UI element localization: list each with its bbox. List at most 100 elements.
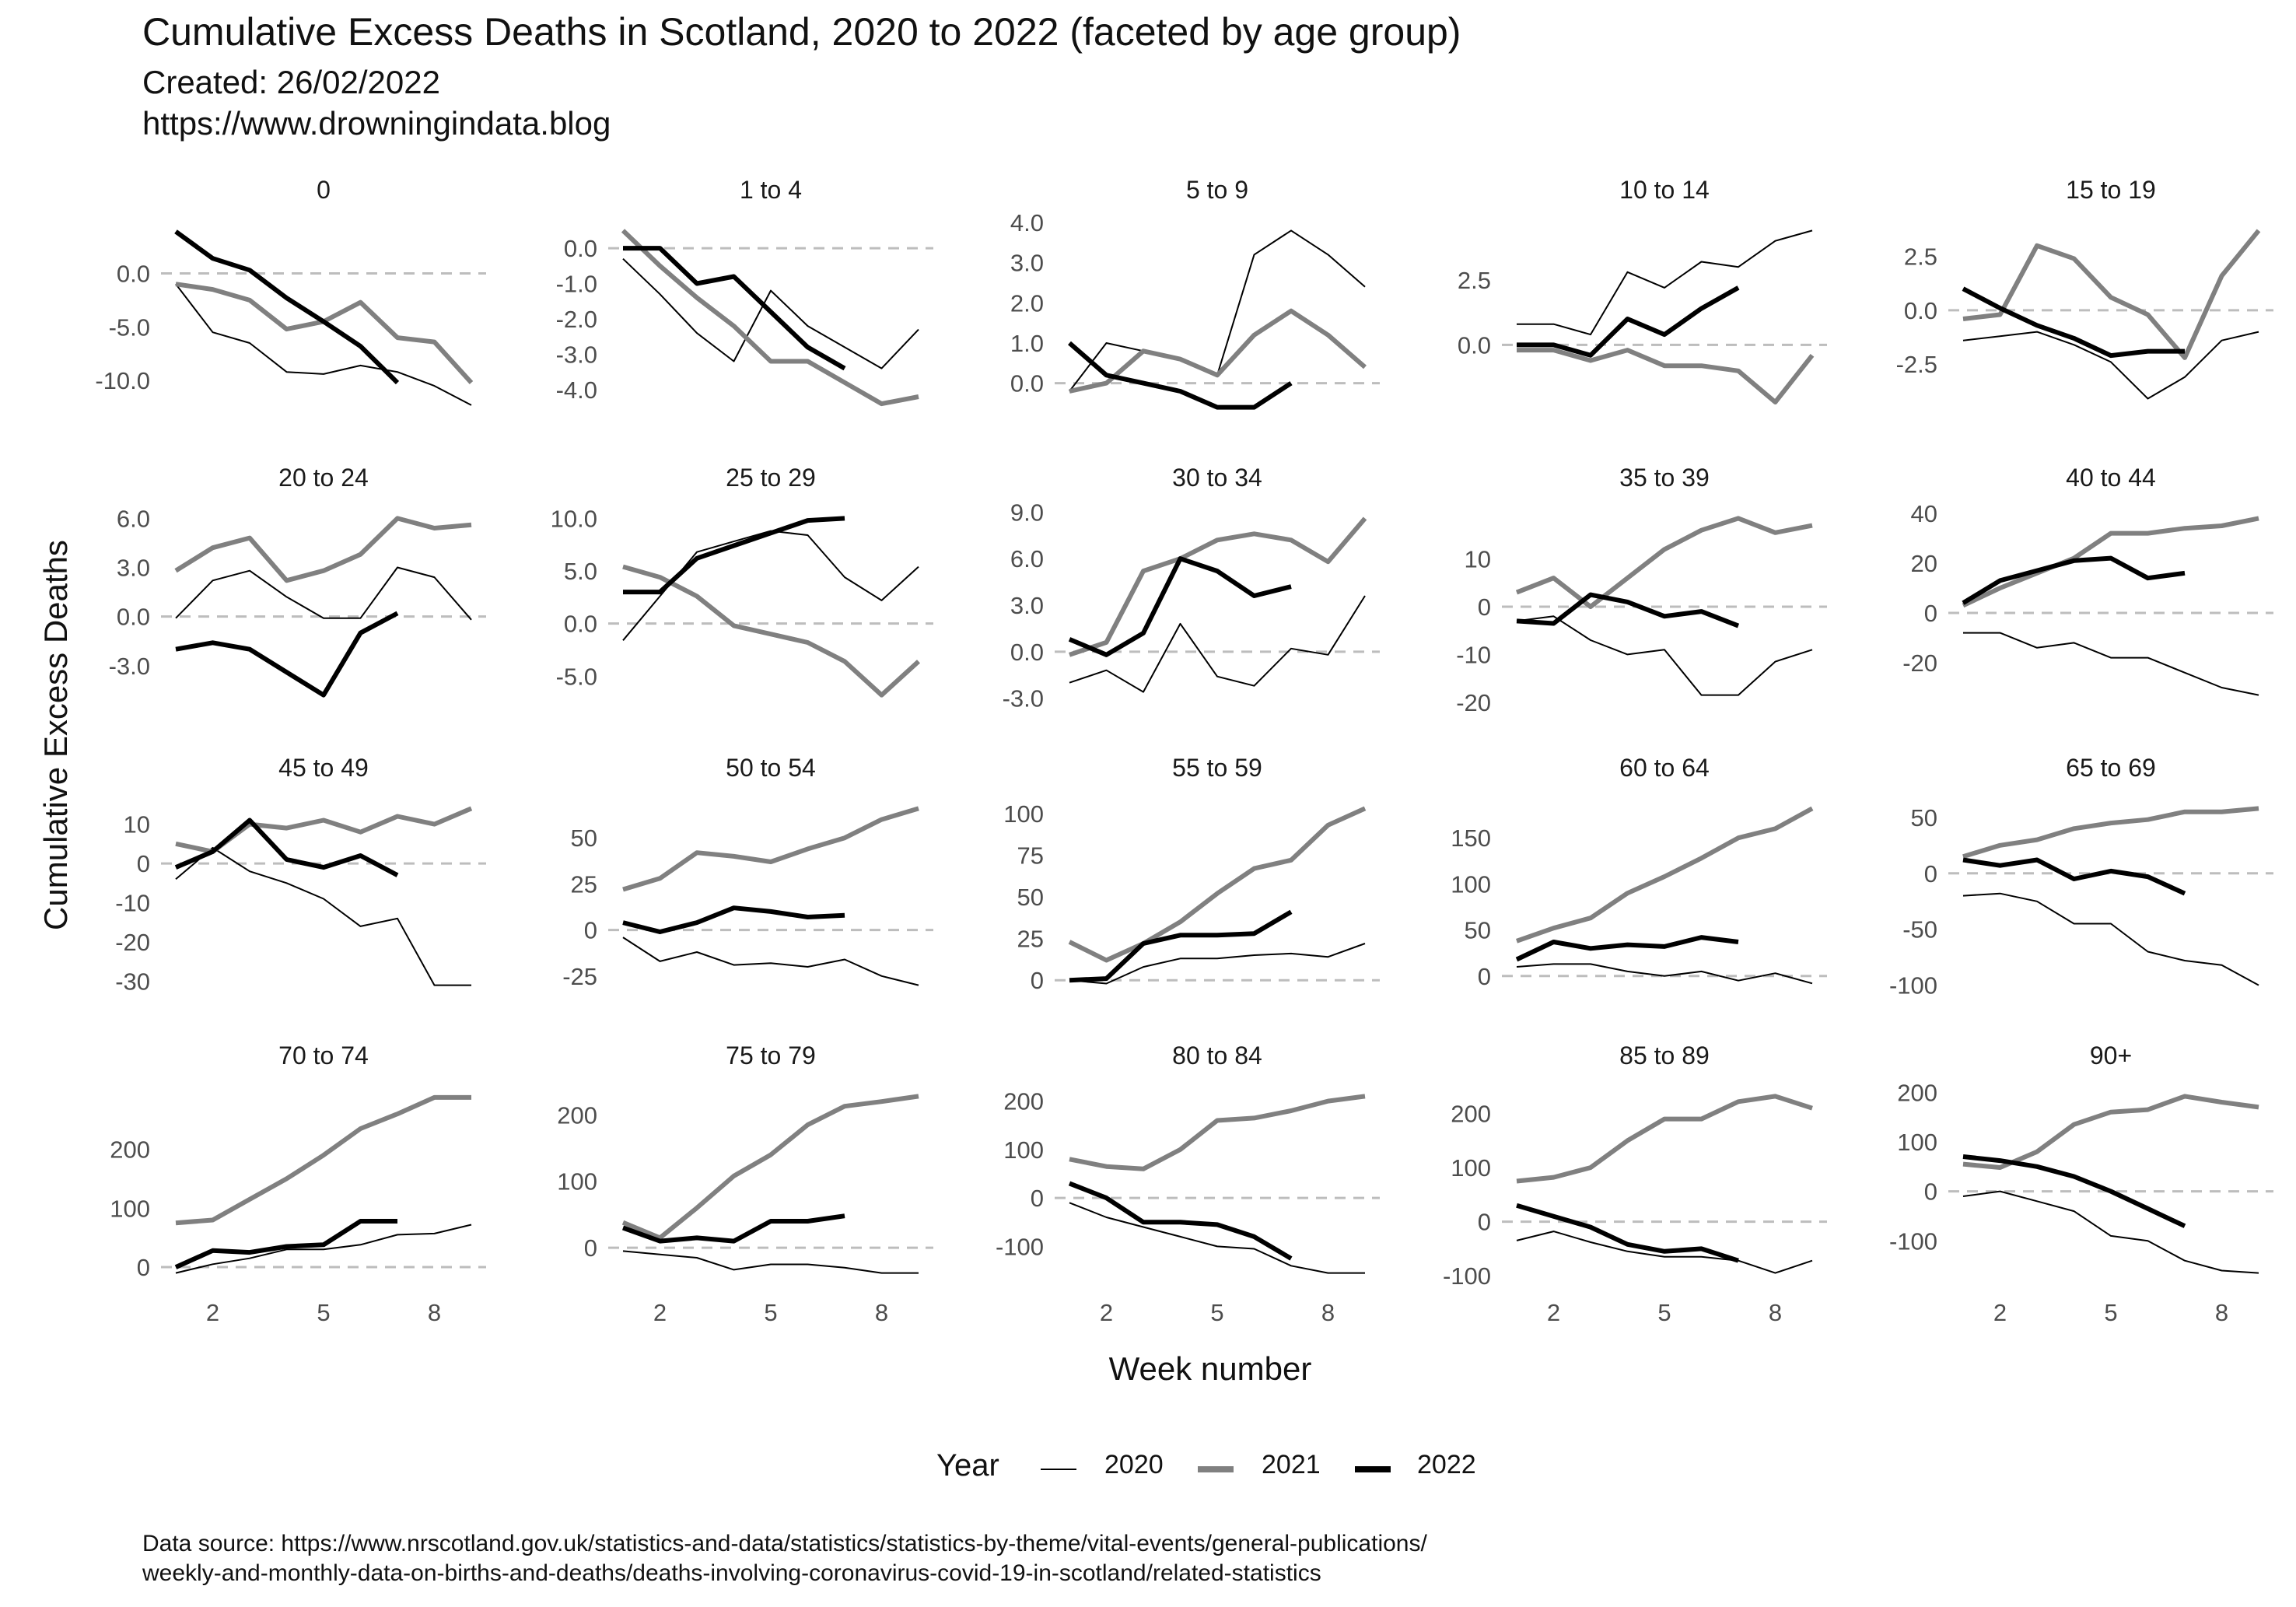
series-line-2022 xyxy=(1516,592,1740,628)
facet-label: 55 to 59 xyxy=(1172,754,1262,782)
y-tick-label: 0 xyxy=(137,1254,150,1281)
legend: Year 2020 2021 2022 xyxy=(0,1448,2296,1495)
facet-panel-12: 55 to 59 100 75 50 25 0 xyxy=(1003,754,1380,994)
facet-panel-0: 0 0.0 -5.0 -10.0 xyxy=(95,176,486,406)
series-line-2022 xyxy=(1069,909,1293,983)
facet-panel-4: 15 to 19 2.5 0.0 -2.5 xyxy=(1896,176,2273,400)
y-tick-label: -3.0 xyxy=(556,341,597,368)
y-tick-label: 0 xyxy=(1031,1185,1044,1212)
series-line-2021 xyxy=(621,1094,919,1241)
y-tick-label: -20 xyxy=(1902,649,1937,677)
y-tick-label: 0.0 xyxy=(117,260,150,287)
facet-label: 20 to 24 xyxy=(278,464,369,492)
y-tick-label: 100 xyxy=(1003,1136,1044,1164)
y-tick-label: 3.0 xyxy=(117,554,150,581)
x-tick-label: 5 xyxy=(1657,1299,1671,1326)
y-tick-label: 75 xyxy=(1017,842,1044,869)
facet-label: 90+ xyxy=(2090,1042,2132,1070)
chart-title: Cumulative Excess Deaths in Scotland, 20… xyxy=(142,10,1461,54)
facet-panel-16: 75 to 79 200 100 0 2 5 8 xyxy=(557,1042,933,1326)
facet-panel-3: 10 to 14 0.0 2.5 xyxy=(1458,176,1827,404)
y-tick-label: 0 xyxy=(1924,860,1937,888)
y-tick-label: -2.5 xyxy=(1896,351,1937,378)
y-tick-label: 0.0 xyxy=(1010,370,1044,397)
y-tick-label: 100 xyxy=(1003,800,1044,828)
facet-panel-17: 80 to 84 200 100 0 -100 2 5 8 xyxy=(996,1042,1380,1326)
series-line-2020 xyxy=(1517,229,1813,336)
y-tick-label: 200 xyxy=(1451,1101,1491,1128)
y-tick-label: 0 xyxy=(1478,593,1491,621)
facet-label: 85 to 89 xyxy=(1619,1042,1710,1070)
series-line-2022 xyxy=(621,1213,845,1244)
y-tick-label: 100 xyxy=(1451,870,1491,898)
facet-label: 75 to 79 xyxy=(726,1042,816,1070)
facet-label: 1 to 4 xyxy=(740,176,802,204)
series-line-2021 xyxy=(1068,806,1367,963)
y-tick-label: 50 xyxy=(1465,917,1491,944)
series-line-2020 xyxy=(1516,963,1813,985)
x-tick-label: 2 xyxy=(653,1299,667,1326)
series-line-2021 xyxy=(622,806,919,892)
y-tick-label: 100 xyxy=(1897,1129,1937,1156)
legend-label-2022: 2022 xyxy=(1417,1450,1476,1479)
x-tick-label: 8 xyxy=(1321,1299,1335,1326)
y-tick-label: 200 xyxy=(1003,1088,1044,1115)
series-line-2020 xyxy=(622,257,919,369)
series-line-2020 xyxy=(175,846,471,986)
series-line-2020 xyxy=(1069,943,1366,985)
chart-subtitle-url: https://www.drowningindata.blog xyxy=(142,105,611,142)
y-tick-label: 1.0 xyxy=(1010,330,1044,357)
legend-key-2021 xyxy=(1198,1466,1234,1472)
y-tick-label: 10.0 xyxy=(551,505,597,532)
y-tick-label: -3.0 xyxy=(109,653,150,680)
y-tick-label: 25 xyxy=(1017,926,1044,953)
y-tick-label: 3.0 xyxy=(1010,250,1044,277)
series-line-2021 xyxy=(1069,1094,1366,1171)
y-tick-label: 50 xyxy=(571,825,597,852)
series-line-2021 xyxy=(1516,1094,1813,1184)
series-line-2022 xyxy=(1962,555,2186,605)
y-tick-label: 40 xyxy=(1911,500,1937,527)
series-line-2021 xyxy=(1515,516,1813,609)
x-tick-label: 5 xyxy=(1210,1299,1223,1326)
series-line-2022 xyxy=(1068,556,1292,657)
y-tick-label: 0 xyxy=(1478,963,1491,990)
y-tick-label: -100 xyxy=(1443,1262,1491,1290)
series-line-2022 xyxy=(1068,1181,1293,1261)
series-line-2021 xyxy=(175,282,474,385)
series-line-2022 xyxy=(1068,341,1293,410)
x-tick-label: 8 xyxy=(1769,1299,1782,1326)
y-tick-label: 0.0 xyxy=(1904,297,1937,324)
series-line-2020 xyxy=(622,1250,919,1274)
facet-label: 80 to 84 xyxy=(1172,1042,1262,1070)
y-tick-label: 0.0 xyxy=(117,604,150,631)
facet-panel-10: 45 to 49 10 0 -10 -20 -30 xyxy=(115,754,486,996)
y-tick-label: 4.0 xyxy=(1010,209,1044,236)
series-line-2021 xyxy=(1962,1094,2259,1170)
y-tick-label: -20 xyxy=(115,929,150,956)
series-line-2020 xyxy=(1962,1190,2259,1274)
y-tick-label: 0 xyxy=(584,1234,597,1262)
series-line-2021 xyxy=(174,516,472,583)
y-tick-label: -10.0 xyxy=(95,367,150,394)
y-tick-label: -5.0 xyxy=(109,313,150,341)
x-tick-label: 8 xyxy=(875,1299,888,1326)
series-line-2020 xyxy=(622,937,919,986)
y-tick-label: 0.0 xyxy=(1010,639,1044,666)
y-tick-label: 6.0 xyxy=(1010,545,1044,572)
x-tick-label: 2 xyxy=(1993,1299,2007,1326)
legend-label-2020: 2020 xyxy=(1104,1450,1164,1479)
facet-panel-6: 25 to 29 10.0 5.0 0.0 -5.0 xyxy=(551,464,933,698)
x-tick-label: 8 xyxy=(2215,1299,2228,1326)
y-tick-label: -25 xyxy=(562,963,597,990)
x-tick-label: 5 xyxy=(2104,1299,2117,1326)
y-tick-label: 2.5 xyxy=(1904,243,1937,271)
y-tick-label: 5.0 xyxy=(564,558,597,585)
series-line-2022 xyxy=(623,516,845,595)
legend-key-2020 xyxy=(1041,1469,1076,1470)
x-tick-label: 5 xyxy=(764,1299,777,1326)
y-tick-label: 200 xyxy=(1897,1079,1937,1106)
y-tick-label: 20 xyxy=(1911,550,1937,577)
